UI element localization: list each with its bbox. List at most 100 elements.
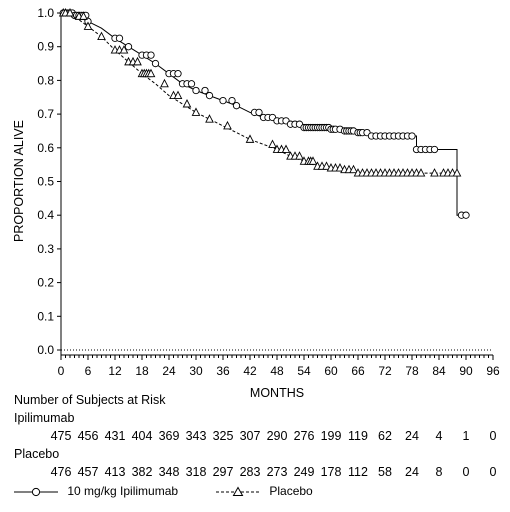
risk-table-group-label-ipilimumab: Ipilimumab [14,411,75,425]
x-tick-label: 60 [324,364,338,378]
censor-mark-placebo [182,99,192,108]
risk-table-cell: 273 [266,465,288,479]
risk-table-cell: 119 [348,429,368,443]
y-tick-label: 0.0 [37,343,54,357]
censor-mark-ipilimumab [430,145,439,154]
censor-mark-ipilimumab [255,108,263,117]
censor-mark-ipilimumab [232,102,241,110]
y-tick-label: 0.8 [37,73,54,87]
risk-table-cell: 112 [348,465,368,479]
y-tick-label: 0.3 [37,242,54,256]
risk-table-cell: 457 [77,465,99,479]
x-tick-label: 48 [270,364,284,378]
risk-table-cell: 8 [435,465,443,479]
risk-table-cell: 404 [131,429,153,443]
censor-mark-placebo [79,11,88,20]
x-tick-label: 84 [432,364,446,378]
y-tick-label: 0.5 [37,175,54,189]
x-tick-label: 90 [459,364,473,378]
censor-mark-placebo [173,90,183,100]
legend-label-ipilimumab: 10 mg/kg Ipilimumab [67,484,179,498]
legend-item-ipilimumab: 10 mg/kg Ipilimumab [14,484,178,498]
risk-table-cell: 0 [489,465,497,479]
risk-table-cell: 0 [489,429,497,443]
censor-mark-ipilimumab [408,132,416,140]
censor-mark-placebo [295,151,304,160]
x-tick-label: 24 [162,364,176,378]
y-tick-label: 0.9 [37,40,54,54]
risk-table-cell: 24 [405,465,419,479]
risk-table-cell: 283 [239,465,261,479]
censor-mark-ipilimumab [115,34,124,42]
risk-table-cell: 431 [104,429,126,443]
risk-table-cell: 276 [293,429,315,443]
risk-table-cell: 249 [293,465,315,479]
risk-table-cell: 476 [50,465,72,479]
risk-table-cell: 199 [320,429,342,443]
risk-table-cell: 58 [378,465,392,479]
censor-mark-placebo [97,31,106,41]
x-axis-title: MONTHS [250,386,304,400]
x-tick-label: 78 [405,364,419,378]
risk-table-cell: 413 [104,465,126,479]
censor-mark-ipilimumab [187,80,196,88]
censor-mark-ipilimumab [124,43,133,51]
censor-mark-placebo [430,168,439,177]
censor-mark-placebo [349,164,358,174]
censor-mark-placebo [191,107,201,116]
y-tick-label: 1.0 [37,6,54,20]
risk-table-cell: 1 [462,429,470,443]
x-tick-label: 6 [85,364,92,378]
y-tick-label: 0.4 [37,208,54,222]
y-tick-label: 0.1 [37,309,54,323]
x-tick-label: 66 [351,364,365,378]
risk-table-cell: 318 [185,465,207,479]
x-tick-label: 96 [486,364,500,378]
x-tick-label: 18 [135,364,149,378]
censor-mark-ipilimumab [228,96,236,105]
censor-mark-ipilimumab [151,59,160,68]
risk-table-cell: 369 [158,429,180,443]
risk-table-cell: 62 [378,429,392,443]
axes: 0.0 0.1 0.2 0.3 0.4 0.5 0.6 0.7 0.8 0.9 1.0 0 6 12 18 2… [37,6,500,378]
censor-mark-ipilimumab [201,86,209,95]
censor-mark-ipilimumab [192,86,200,95]
y-tick-label: 0.2 [37,276,54,290]
legend-item-placebo: Placebo [216,484,313,498]
censor-mark-placebo [416,168,426,177]
legend-line-circle-icon [14,487,58,496]
x-tick-label: 72 [378,364,392,378]
censor-mark-placebo [133,56,142,66]
y-tick-label: 0.6 [37,141,54,155]
risk-table-cell: 343 [185,429,207,443]
censor-mark-placebo [160,78,169,88]
censor-mark-placebo [83,21,93,30]
x-tick-label: 0 [58,364,65,378]
censor-mark-placebo [308,156,318,165]
risk-table-cell: 456 [77,429,99,443]
risk-table-cell: 382 [131,465,153,479]
risk-table-title: Number of Subjects at Risk [14,393,166,407]
risk-table-cell: 297 [212,465,234,479]
censor-mark-ipilimumab [462,211,470,219]
risk-table-cell: 4 [435,429,443,443]
x-tick-label: 42 [243,364,257,378]
x-tick-label: 12 [108,364,122,378]
censor-mark-placebo [281,144,291,153]
y-axis-title: PROPORTION ALIVE [12,120,26,242]
risk-table-cell: 325 [212,429,234,443]
x-tick-label: 30 [189,364,203,378]
censor-mark-placebo [268,139,277,148]
censor-mark-placebo [223,120,232,130]
censor-mark-ipilimumab [147,51,155,59]
censor-mark-placebo [146,68,156,78]
legend-dashed-triangle-icon [216,486,260,496]
x-tick-label: 54 [297,364,311,378]
censor-mark-ipilimumab [205,91,214,100]
censor-mark-placebo [245,134,255,143]
risk-table-cell: 178 [320,465,342,479]
censor-mark-placebo [452,168,462,177]
censor-mark-placebo [335,163,345,172]
censor-mark-placebo [119,45,129,54]
